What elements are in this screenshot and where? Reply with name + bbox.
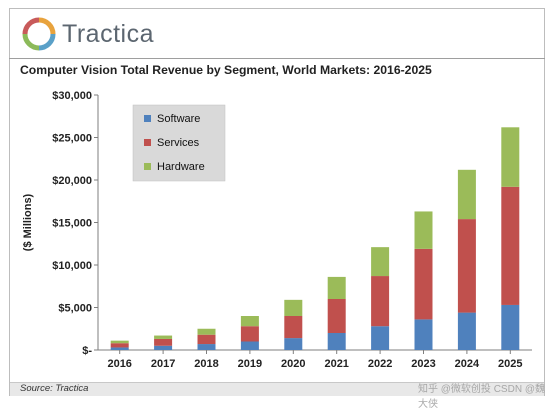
bar-hardware-2017 [154,335,173,339]
bar-services-2022 [371,276,390,327]
x-tick-label: 2021 [324,358,348,370]
x-tick-label: 2018 [194,358,218,370]
y-tick-label: $25,000 [52,133,92,145]
bar-hardware-2020 [284,299,303,316]
legend-label-software: Software [157,113,200,125]
bar-hardware-2024 [457,169,476,220]
bar-software-2016 [110,347,129,350]
bar-services-2025 [501,186,520,305]
y-tick-label: $30,000 [52,90,92,102]
x-tick-label: 2020 [281,358,305,370]
bar-hardware-2022 [371,247,390,277]
logo: Tractica [22,14,154,54]
x-tick-label: 2025 [498,358,522,370]
bar-software-2017 [154,345,173,350]
bar-software-2019 [240,341,259,350]
bar-software-2021 [327,333,346,350]
legend-label-services: Services [157,137,200,149]
bar-software-2018 [197,344,216,350]
x-tick-label: 2017 [151,358,175,370]
bar-services-2023 [414,248,433,320]
bar-services-2016 [110,343,129,348]
bar-services-2020 [284,316,303,339]
title-divider [9,58,545,59]
watermark: 知乎 @微软创投 CSDN @魏大侠 [418,384,545,410]
legend-swatch-hardware [144,163,151,170]
bar-services-2018 [197,334,216,345]
x-tick-label: 2022 [368,358,392,370]
x-tick-label: 2016 [107,358,131,370]
y-axis-title: ($ Millions) [22,193,34,251]
bar-services-2024 [457,219,476,313]
bar-services-2019 [240,326,259,342]
y-tick-label: $- [82,345,92,357]
bar-software-2025 [501,304,520,350]
bar-hardware-2025 [501,127,520,187]
legend-swatch-software [144,115,151,122]
bar-hardware-2023 [414,211,433,249]
source-note: Source: Tractica [20,383,89,394]
logo-text: Tractica [62,19,154,48]
bar-hardware-2021 [327,276,346,299]
y-tick-label: $5,000 [58,303,92,315]
bar-services-2017 [154,338,173,346]
bar-software-2024 [457,312,476,350]
source-bar [10,382,544,396]
bar-software-2020 [284,338,303,350]
y-tick-label: $20,000 [52,175,92,187]
chart-title: Computer Vision Total Revenue by Segment… [20,63,432,77]
bar-software-2023 [414,319,433,350]
bar-hardware-2019 [240,316,259,327]
y-tick-label: $10,000 [52,260,92,272]
legend-label-hardware: Hardware [157,161,205,173]
y-tick-label: $15,000 [52,218,92,230]
legend-swatch-services [144,139,151,146]
x-tick-label: 2023 [411,358,435,370]
x-tick-label: 2024 [455,358,480,370]
bar-hardware-2016 [110,340,129,344]
bar-hardware-2018 [197,328,216,335]
bar-services-2021 [327,299,346,333]
x-tick-label: 2019 [238,358,262,370]
bar-software-2022 [371,326,390,350]
tractica-logo-icon [22,17,56,51]
